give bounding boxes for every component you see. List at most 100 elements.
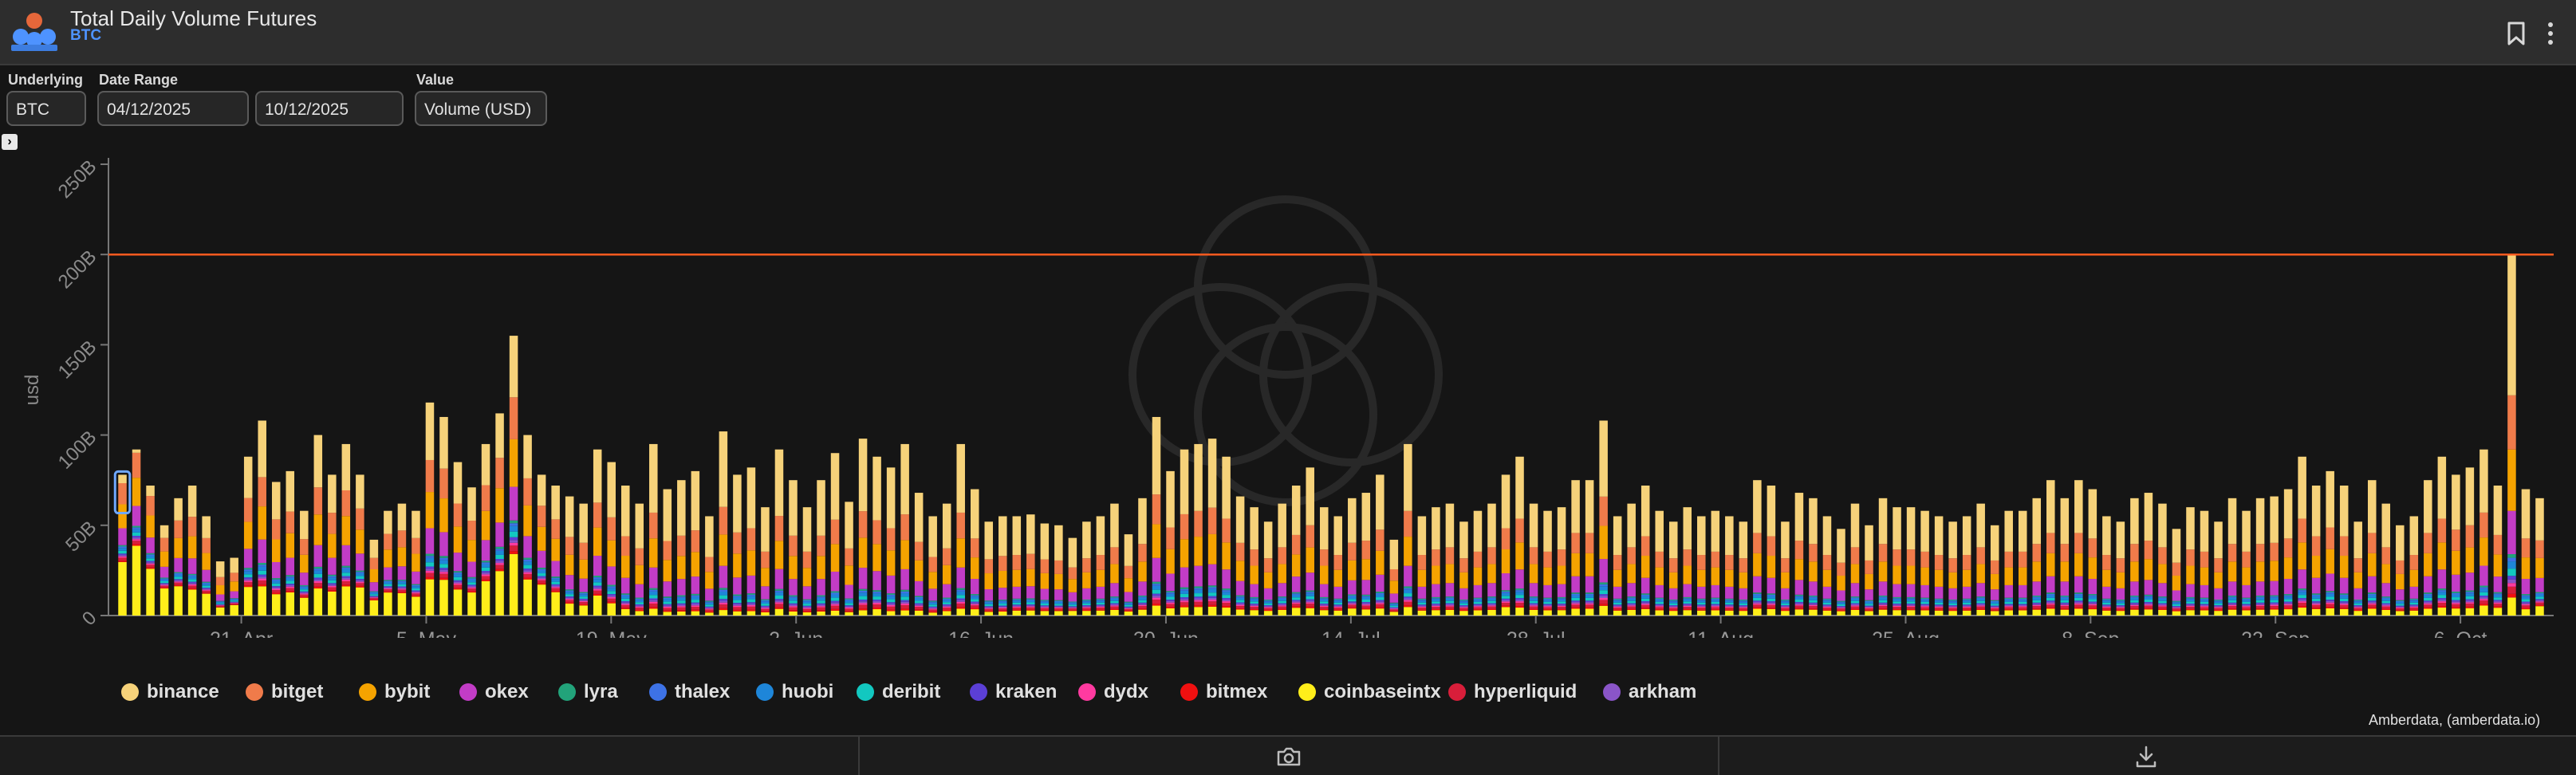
bar-bitmex[interactable] (1739, 609, 1748, 612)
bar-huobi[interactable] (607, 588, 616, 592)
bar-bitget[interactable] (746, 528, 756, 551)
bar-bitget[interactable] (1934, 555, 1944, 570)
bar-dydx[interactable] (2409, 606, 2419, 608)
bar-thalex[interactable] (2130, 596, 2139, 598)
bar-binance[interactable] (928, 516, 937, 557)
bar-bitmex[interactable] (1697, 609, 1706, 611)
bar-okex[interactable] (313, 545, 323, 567)
bar-coinbaseintx[interactable] (160, 588, 169, 616)
bar-bybit[interactable] (1822, 569, 1832, 587)
bar-hyperliquid[interactable] (1166, 604, 1175, 608)
bar-bitmex[interactable] (1753, 607, 1762, 609)
bar-kraken[interactable] (1222, 598, 1231, 600)
bar-arkham[interactable] (1725, 605, 1734, 607)
bar-bitmex[interactable] (2130, 608, 2139, 610)
bar-coinbaseintx[interactable] (1096, 610, 1105, 616)
bar-lyra[interactable] (900, 589, 909, 592)
bar-coinbaseintx[interactable] (2298, 608, 2306, 616)
bar-bybit[interactable] (2465, 547, 2475, 573)
bar-coinbaseintx[interactable] (1920, 610, 1929, 616)
bar-dydx[interactable] (1557, 605, 1566, 608)
bar-bybit[interactable] (789, 556, 798, 580)
bar-dydx[interactable] (1934, 606, 1944, 608)
bar-kraken[interactable] (1837, 606, 1845, 608)
bar-bitget[interactable] (1082, 558, 1091, 572)
bar-bybit[interactable] (1473, 567, 1483, 585)
bar-coinbaseintx[interactable] (1194, 607, 1203, 616)
bar-bybit[interactable] (1222, 542, 1231, 570)
bar-thalex[interactable] (2144, 596, 2153, 597)
bar-bitmex[interactable] (1920, 609, 1929, 611)
bar-deribit[interactable] (1250, 601, 1258, 604)
bar-dydx[interactable] (1920, 606, 1929, 608)
bar-okex[interactable] (1263, 588, 1273, 600)
bar-bitget[interactable] (1878, 544, 1888, 562)
bar-arkham[interactable] (802, 607, 812, 608)
bar-dydx[interactable] (1082, 607, 1091, 608)
bar-bitget[interactable] (1235, 542, 1245, 561)
bar-okex[interactable] (160, 566, 169, 578)
bar-lyra[interactable] (886, 593, 896, 596)
bar-binance[interactable] (1529, 503, 1538, 548)
bar-bitmex[interactable] (1822, 609, 1832, 611)
bar-coinbaseintx[interactable] (2255, 609, 2265, 616)
bar-dydx[interactable] (1976, 605, 1985, 607)
bar-huobi[interactable] (1878, 597, 1888, 600)
bar-huobi[interactable] (1725, 600, 1734, 603)
bar-bybit[interactable] (397, 547, 407, 567)
bar-dydx[interactable] (635, 606, 644, 608)
bar-kraken[interactable] (872, 600, 881, 602)
bar-bitmex[interactable] (2116, 609, 2125, 612)
bar-thalex[interactable] (1445, 597, 1455, 599)
bar-bitget[interactable] (1473, 551, 1483, 568)
bar-dydx[interactable] (1599, 597, 1608, 600)
bar-hyperliquid[interactable] (258, 580, 266, 584)
bar-coinbaseintx[interactable] (187, 589, 197, 616)
bar-hyperliquid[interactable] (2452, 604, 2460, 608)
bar-thalex[interactable] (1711, 598, 1720, 600)
bar-huobi[interactable] (1962, 600, 1971, 603)
bar-bitget[interactable] (2227, 544, 2237, 562)
bar-bitget[interactable] (789, 535, 798, 557)
bar-coinbaseintx[interactable] (1138, 609, 1147, 616)
bar-bitmex[interactable] (1850, 608, 1860, 610)
bar-binance[interactable] (1432, 507, 1440, 550)
bar-bybit[interactable] (1068, 579, 1077, 592)
bar-lyra[interactable] (132, 525, 141, 528)
bar-hyperliquid[interactable] (2158, 606, 2167, 609)
bar-kraken[interactable] (523, 568, 532, 571)
bar-bitmex[interactable] (607, 601, 616, 604)
bar-coinbaseintx[interactable] (1306, 608, 1314, 616)
bar-kraken[interactable] (1668, 605, 1678, 607)
bar-lyra[interactable] (2465, 590, 2475, 592)
bar-deribit[interactable] (1920, 601, 1929, 604)
bar-lyra[interactable] (481, 561, 490, 563)
bar-lyra[interactable] (2381, 596, 2391, 598)
bar-bitmex[interactable] (439, 577, 448, 580)
bar-binance[interactable] (2172, 529, 2181, 563)
bar-hyperliquid[interactable] (1543, 607, 1552, 610)
bar-coinbaseintx[interactable] (1878, 609, 1888, 616)
bar-huobi[interactable] (858, 592, 868, 596)
bar-dydx[interactable] (328, 585, 337, 588)
bar-thalex[interactable] (202, 582, 211, 584)
bar-binance[interactable] (663, 489, 672, 541)
bar-huobi[interactable] (719, 591, 728, 596)
bar-kraken[interactable] (1878, 602, 1888, 604)
bar-bitget[interactable] (1487, 547, 1496, 565)
bar-arkham[interactable] (1376, 601, 1385, 604)
bar-bybit[interactable] (1166, 549, 1175, 574)
bar-hyperliquid[interactable] (202, 590, 211, 593)
bar-kraken[interactable] (817, 603, 825, 605)
bar-bitget[interactable] (118, 483, 127, 505)
bar-deribit[interactable] (1124, 604, 1133, 607)
bar-okex[interactable] (1110, 583, 1119, 597)
bar-dydx[interactable] (1404, 600, 1412, 602)
bar-hyperliquid[interactable] (2535, 602, 2544, 605)
bar-thalex[interactable] (286, 576, 295, 578)
bar-thalex[interactable] (1404, 588, 1412, 590)
bar-okex[interactable] (1166, 573, 1175, 592)
bar-thalex[interactable] (1459, 600, 1468, 602)
bar-binance[interactable] (1893, 507, 1901, 550)
bar-bitget[interactable] (467, 521, 476, 541)
